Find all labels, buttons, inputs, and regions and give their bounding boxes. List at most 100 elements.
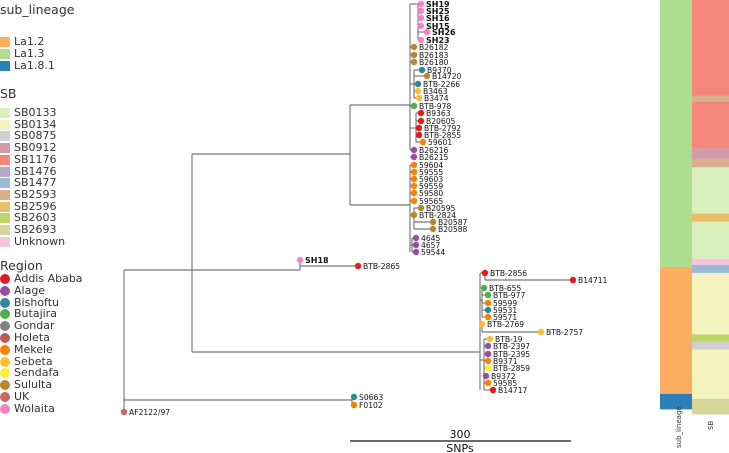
legend-swatch bbox=[0, 321, 10, 332]
tip-marker bbox=[412, 234, 420, 242]
heatmap-sub-lineage-cell bbox=[660, 393, 692, 410]
heatmap-sb-cell bbox=[692, 101, 729, 148]
legend-label: SB0912 bbox=[14, 141, 57, 155]
tip-marker bbox=[418, 66, 426, 74]
legend-item-sb1176: SB1176 bbox=[0, 153, 57, 166]
heatmap-sb-cell bbox=[692, 0, 729, 97]
tip-marker bbox=[481, 269, 489, 277]
tip-label: 59544 bbox=[421, 248, 445, 257]
tip-marker bbox=[484, 299, 492, 307]
legend-label: SB1476 bbox=[14, 164, 57, 178]
tip-marker bbox=[417, 0, 425, 8]
tip-label: 59599 bbox=[493, 299, 517, 308]
tip-label: B26183 bbox=[419, 51, 449, 60]
legend-label: La1.3 bbox=[14, 47, 45, 60]
tip-label: B9370 bbox=[427, 66, 452, 75]
tip-label: B20587 bbox=[438, 218, 468, 227]
legend-item-sb2596: SB2596 bbox=[0, 199, 57, 213]
tip-marker bbox=[489, 386, 497, 394]
heatmap-sb-cell bbox=[692, 349, 729, 400]
heatmap-sb-cell bbox=[692, 341, 729, 350]
tip-label: B26180 bbox=[419, 58, 449, 67]
tip-marker bbox=[484, 313, 492, 321]
legend-item-uk: UK bbox=[0, 391, 29, 403]
tip-marker bbox=[429, 225, 437, 233]
legend-swatch bbox=[0, 143, 10, 154]
tip-label: 59565 bbox=[419, 197, 443, 206]
tip-marker bbox=[484, 306, 492, 314]
tip-label: 59559 bbox=[419, 182, 443, 191]
heatmap-sb-cell bbox=[692, 221, 729, 260]
legend-item-sb0875: SB0875 bbox=[0, 130, 57, 142]
tip-marker bbox=[410, 153, 418, 161]
legend-label: Sululta bbox=[14, 378, 53, 392]
tip-marker bbox=[419, 138, 427, 146]
tip-label: F0102 bbox=[359, 401, 383, 410]
legend-label: Addis Ababa bbox=[14, 272, 83, 285]
tip-marker bbox=[417, 36, 425, 44]
tip-label: 4657 bbox=[421, 241, 440, 250]
scale-bar-value: 300 bbox=[450, 428, 471, 441]
tip-marker bbox=[484, 379, 492, 387]
legend-item-la1-8-1: La1.8.1 bbox=[0, 60, 55, 72]
legend-swatch bbox=[0, 392, 10, 402]
heatmap-sb-cell bbox=[692, 273, 729, 335]
scale-bar-unit: SNPs bbox=[446, 442, 474, 453]
tip-label: 59585 bbox=[493, 379, 517, 388]
tip-label: BTB-2856 bbox=[490, 269, 527, 278]
tip-marker bbox=[423, 72, 431, 80]
legend-label: Mekele bbox=[14, 342, 53, 356]
heatmap-sb-cell bbox=[692, 213, 729, 223]
legend-item-gondar: Gondar bbox=[0, 320, 54, 332]
legend-label: Wolaita bbox=[14, 401, 55, 415]
tip-marker bbox=[410, 168, 418, 176]
legend-item-sululta: Sululta bbox=[0, 379, 52, 391]
tip-marker bbox=[417, 14, 425, 22]
legend-label: Bishoftu bbox=[14, 295, 59, 309]
tip-marker bbox=[410, 161, 418, 169]
tip-label: 59571 bbox=[493, 313, 517, 322]
legend-swatch bbox=[0, 236, 10, 247]
tip-label: SH18 bbox=[305, 256, 329, 265]
legend-item-sb2603: SB2603 bbox=[0, 212, 57, 224]
tip-label: BTB-2395 bbox=[493, 350, 530, 359]
legend-label: La1.2 bbox=[14, 35, 45, 48]
tip-marker bbox=[350, 393, 358, 401]
tip-label: 59531 bbox=[493, 306, 517, 315]
tip-marker bbox=[412, 248, 420, 256]
tip-marker bbox=[410, 189, 418, 197]
tip-label: BTB-2855 bbox=[424, 131, 461, 140]
tip-marker bbox=[350, 401, 358, 409]
legend-title-region: Region bbox=[0, 258, 43, 273]
legend-item-sendafa: Sendafa bbox=[0, 367, 59, 379]
tip-marker bbox=[354, 262, 362, 270]
tip-marker bbox=[410, 182, 418, 190]
tip-marker bbox=[415, 131, 423, 139]
legend-item-sb0134: SB0134 bbox=[0, 118, 57, 131]
tip-marker bbox=[482, 372, 490, 380]
tip-label: BTB-2792 bbox=[424, 124, 461, 133]
tip-label: SH25 bbox=[426, 7, 450, 16]
legend-swatch bbox=[0, 380, 10, 391]
legend-item-sebeta: Sebeta bbox=[0, 355, 53, 368]
legend-item-mekele: Mekele bbox=[0, 342, 53, 356]
legend-item-holeta: Holeta bbox=[0, 332, 50, 344]
tip-label: B9372 bbox=[491, 372, 516, 381]
tip-marker bbox=[484, 291, 492, 299]
legend-label: Unknown bbox=[14, 234, 66, 248]
legend-label: SB2596 bbox=[14, 199, 57, 213]
tip-label: 59604 bbox=[419, 161, 443, 170]
tip-label: 59555 bbox=[419, 168, 443, 177]
tip-marker bbox=[410, 51, 418, 59]
tip-label: B9363 bbox=[426, 109, 451, 118]
tree-tips: SH19SH25SH16SH15SH26SH23B26182B26183B261… bbox=[120, 0, 608, 417]
legend-item-sb2593: SB2593 bbox=[0, 188, 57, 201]
legend-label: SB2693 bbox=[14, 223, 57, 236]
heatmap-sub-lineage-cell bbox=[660, 266, 692, 395]
tip-label: BTB-2824 bbox=[419, 211, 456, 220]
heatmap-sb-cell bbox=[692, 167, 729, 214]
tip-label: B26215 bbox=[419, 153, 449, 162]
tip-marker bbox=[417, 109, 425, 117]
legend-swatch bbox=[0, 49, 10, 59]
legend-item-wolaita: Wolaita bbox=[0, 401, 55, 415]
